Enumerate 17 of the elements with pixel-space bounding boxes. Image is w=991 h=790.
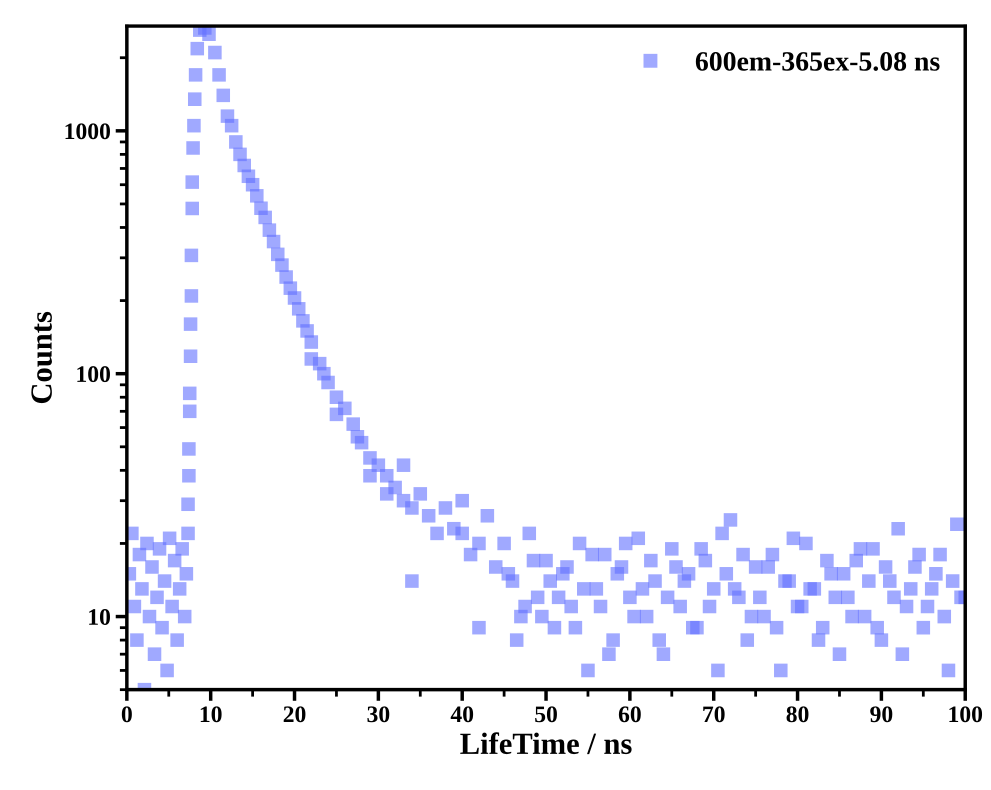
x-tick-label: 70 <box>703 706 725 722</box>
y-tick-label: 1000 <box>66 123 110 140</box>
x-axis-title: LifeTime / ns <box>460 732 632 754</box>
x-tick-label: 10 <box>200 706 222 722</box>
y-tick-label: 10 <box>89 609 110 625</box>
x-tick-label: 50 <box>535 706 557 722</box>
x-tick-label: 80 <box>786 706 808 722</box>
x-tick-label: 60 <box>618 706 641 722</box>
x-tick-label: 100 <box>949 706 982 722</box>
x-tick-label: 90 <box>870 706 892 722</box>
x-tick-label: 0 <box>122 706 132 722</box>
x-tick-label: 30 <box>367 706 390 722</box>
y-axis-title: Counts <box>31 312 52 404</box>
y-tick-label: 100 <box>77 366 110 382</box>
x-tick-label: 20 <box>284 706 306 722</box>
legend-label: 600em-365ex-5.08 ns <box>696 52 940 71</box>
x-tick-label: 40 <box>450 706 474 722</box>
